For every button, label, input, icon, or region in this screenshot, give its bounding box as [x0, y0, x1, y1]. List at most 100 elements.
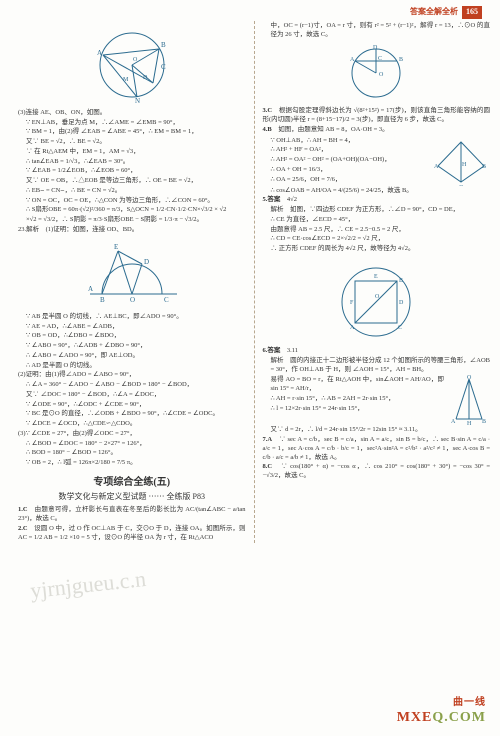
svg-text:A: A: [97, 49, 102, 57]
text: ∵ ON = OC，OC = OE，∴△CON 为等边三角形，∴∠CON = 6…: [18, 197, 246, 206]
text: ∴ AH = r·sin 15°，∴ AB = 2AH = 2r·sin 15°…: [263, 395, 445, 404]
text: ∴ ∠A = 360° − ∠ADO − ∠ABO − ∠BOD = 180° …: [18, 381, 246, 390]
text: ×√2 = √3/2，∴ S阴影 = π/3·S扇形OBE − S阴影 = 1/…: [18, 216, 246, 225]
text: 5.答案 4√2: [263, 196, 491, 205]
text: ∴ OA + OH = 16/3，: [263, 166, 429, 175]
text: 由题意得 AB = 2.5 尺，∴ CE = 2.5−0.5 = 2 尺，: [263, 226, 491, 235]
svg-text:C: C: [378, 56, 382, 62]
text: ∴ BOD = 180° − ∠BOD = 126°。: [18, 449, 246, 458]
section-title: 专项综合全练(五): [18, 476, 246, 490]
text: ∵ EN⊥AB，垂足为点 M，∴∠AME = ∠EMB = 90°，: [18, 119, 246, 128]
svg-text:B: B: [100, 296, 105, 304]
text: ∴ l = 12×2r·sin 15° = 24r·sin 15°，: [263, 405, 445, 414]
figure-r3: A B C D E F O: [263, 258, 491, 343]
svg-text:B: B: [482, 419, 486, 425]
figure-1: A B C O D M N: [18, 25, 246, 105]
text: 设圆 O 中，过 O 作 OC⊥AB 于 C，交⊙O 于 D，连接 OA。如图所…: [18, 525, 246, 541]
svg-text:B: B: [399, 278, 403, 284]
sub-title: 数学文化与新定义型试题 ⋯⋯ 全练版 P83: [18, 492, 246, 503]
text: ∴ AH² = OA² − OH² = (OA+OH)(OA−OH)，: [263, 156, 429, 165]
text: 中，OC = (r−1)寸，OA = r 寸，则有 r² = 5² + (r−1…: [263, 22, 491, 40]
answer-label: 2.C: [18, 525, 28, 532]
footer-han: 曲一线: [397, 696, 486, 710]
svg-text:M: M: [123, 77, 129, 83]
text: 又∵ d = 2r，∴ l/d = 24r·sin 15°/2r = 12sin…: [263, 426, 491, 435]
figure-2: A B C D E O: [18, 239, 246, 309]
text: ∵ BC 是⊙O 的直径，∴∠ODB + ∠BDO = 90°，∴∠CDE = …: [18, 410, 246, 419]
left-column: A B C O D M N (3)连接 AE、OB、ON，如图。 ∵ EN⊥AB…: [18, 21, 246, 544]
svg-text:E: E: [374, 274, 378, 280]
svg-text:B: B: [482, 164, 486, 170]
text: ∴ 正方形 CDEF 的周长为 4√2 尺，故等径为 4√2。: [263, 245, 491, 254]
text: ∵ AB 是半圆 O 的切线，∴ AE⊥BC，即∠ADO = 90°。: [18, 313, 246, 322]
text: ∴ CE 为直径，∠ECD = 45°，: [263, 216, 491, 225]
text: 解析 圆的内接正十二边形被半径分成 12 个如图所示的等腰三角形，∠AOB = …: [263, 357, 491, 375]
text: ∵ cos(180° + α) = −cos α，∴ cos 210° = co…: [263, 463, 491, 479]
text: 又∵ OE = OB，∴△EOB 是等边三角形，∴ OE = BE = √2，: [18, 177, 246, 186]
text: ∵ 在 Rt△AEM 中，EM = 1，AM = √3，: [18, 148, 246, 157]
svg-text:A: A: [350, 325, 355, 331]
text: 又∵ ∠DOC = 180° − ∠BOD，∴∠A = ∠DOC，: [18, 391, 246, 400]
footer-suffix: Q.COM: [432, 710, 486, 725]
text: ∴ ∠ABO = ∠ADO = 90°，即 AE⊥OD。: [18, 352, 246, 361]
text: 2.C 设圆 O 中，过 O 作 OC⊥AB 于 C，交⊙O 于 D，连接 OA…: [18, 525, 246, 543]
text: (2)证明：由(1)得∠ADO = ∠ABO = 90°，: [18, 371, 246, 380]
text: ∴ cos∠OAB = AH/OA = 4/(25/6) = 24/25，故选 …: [263, 187, 491, 196]
svg-text:N: N: [135, 97, 140, 105]
text: ∴ EB⌢ = CN⌢，∴ BE = CN = √2。: [18, 187, 246, 196]
svg-text:O: O: [130, 296, 135, 304]
text: ∵ AE = AD，∴∠ABE = ∠ADB，: [18, 323, 246, 332]
answer-label: 8.C: [263, 463, 273, 470]
svg-text:O: O: [375, 294, 380, 300]
page-number: 165: [462, 6, 482, 19]
svg-text:E: E: [114, 243, 118, 251]
svg-text:F: F: [350, 300, 354, 306]
answer-value: 3.11: [287, 347, 298, 354]
text: ∵ sec A = c/b，sec B = c/a，sin A = a/c，si…: [263, 436, 491, 461]
svg-text:O: O: [379, 72, 384, 78]
svg-text:A: A: [350, 57, 355, 63]
text: 易得 AO = BO = r，在 Rt△AOH 中，sin∠AOH = AH/A…: [263, 376, 445, 394]
answer-label: 3.C: [263, 107, 273, 114]
svg-text:B: B: [161, 41, 166, 49]
right-column: 中，OC = (r−1)寸，OA = r 寸，则有 r² = 5² + (r−1…: [263, 21, 491, 544]
text: 根据勾股定理得斜边长为 √(8²+15²) = 17(步)，则该直角三角形能容纳…: [263, 107, 491, 123]
column-divider: [254, 21, 255, 544]
svg-text:H: H: [462, 162, 467, 168]
text: (3)∵ ∠CDE = 27°，由(2)得∠ODC = 27°，: [18, 430, 246, 439]
svg-text:B: B: [399, 57, 403, 63]
text: 8.C ∵ cos(180° + α) = −cos α，∴ cos 210° …: [263, 463, 491, 481]
text: ∵ BM = 1，由(2)得 ∠EAB = ∠ABE = 45°，∴ EM = …: [18, 128, 246, 137]
text: ∵ OH⊥AB，∴ AH = BH = 4，: [263, 137, 429, 146]
text: 由题意可得，立杆影长与直表在冬至后的影长比为 AC/(tan∠ABC − a/t…: [18, 506, 246, 522]
svg-text:C: C: [398, 325, 402, 331]
svg-text:O: O: [467, 375, 472, 381]
answer-label: 6.答案: [263, 347, 281, 354]
text: 1.C 由题意可得，立杆影长与直表在冬至后的影长比为 AC/(tan∠ABC −…: [18, 506, 246, 524]
text: ∵ ∠EAB = 1/2∠EOB，∴∠EOB = 60°，: [18, 167, 246, 176]
text: ∵ ∠ODE = 90°，∴∠ODC + ∠CDE = 90°，: [18, 401, 246, 410]
text: ∵ ∠DCE = ∠OCD，∴△CDE∽△CDO。: [18, 420, 246, 429]
figure-r2: A B H O: [432, 136, 490, 186]
answer-label: 4.B: [263, 126, 272, 133]
svg-text:A: A: [88, 285, 93, 293]
text: ∴ AD 是半圆 O 的切线。: [18, 362, 246, 371]
svg-text:H: H: [467, 421, 472, 425]
text: 如图，由题意知 AB = 8，OA·OH = 3。: [278, 126, 388, 133]
text: (3)连接 AE、OB、ON，如图。: [18, 109, 246, 118]
svg-text:O: O: [133, 57, 138, 63]
svg-text:C: C: [164, 296, 169, 304]
text: ∴ ∠BOD = ∠DOC = 180° − 2×27° = 126°，: [18, 440, 246, 449]
answer-value: 4√2: [287, 196, 297, 203]
svg-text:A: A: [451, 419, 456, 425]
text: 6.答案 3.11: [263, 347, 491, 356]
footer-watermark: 曲一线 MXEQ.COM: [397, 696, 486, 728]
figure-r4: O A B H: [448, 375, 490, 425]
text: ∴ CD = CE·cos∠ECD = 2×√2/2 = √2 尺，: [263, 235, 491, 244]
footer-text: MXE: [397, 710, 433, 725]
header-title: 答案全解全析: [410, 7, 458, 16]
svg-text:D: D: [144, 258, 149, 266]
text: 3.C 根据勾股定理得斜边长为 √(8²+15²) = 17(步)，则该直角三角…: [263, 107, 491, 125]
text: 4.B 如图，由题意知 AB = 8，OA·OH = 3。: [263, 126, 491, 135]
svg-text:C: C: [161, 63, 166, 71]
